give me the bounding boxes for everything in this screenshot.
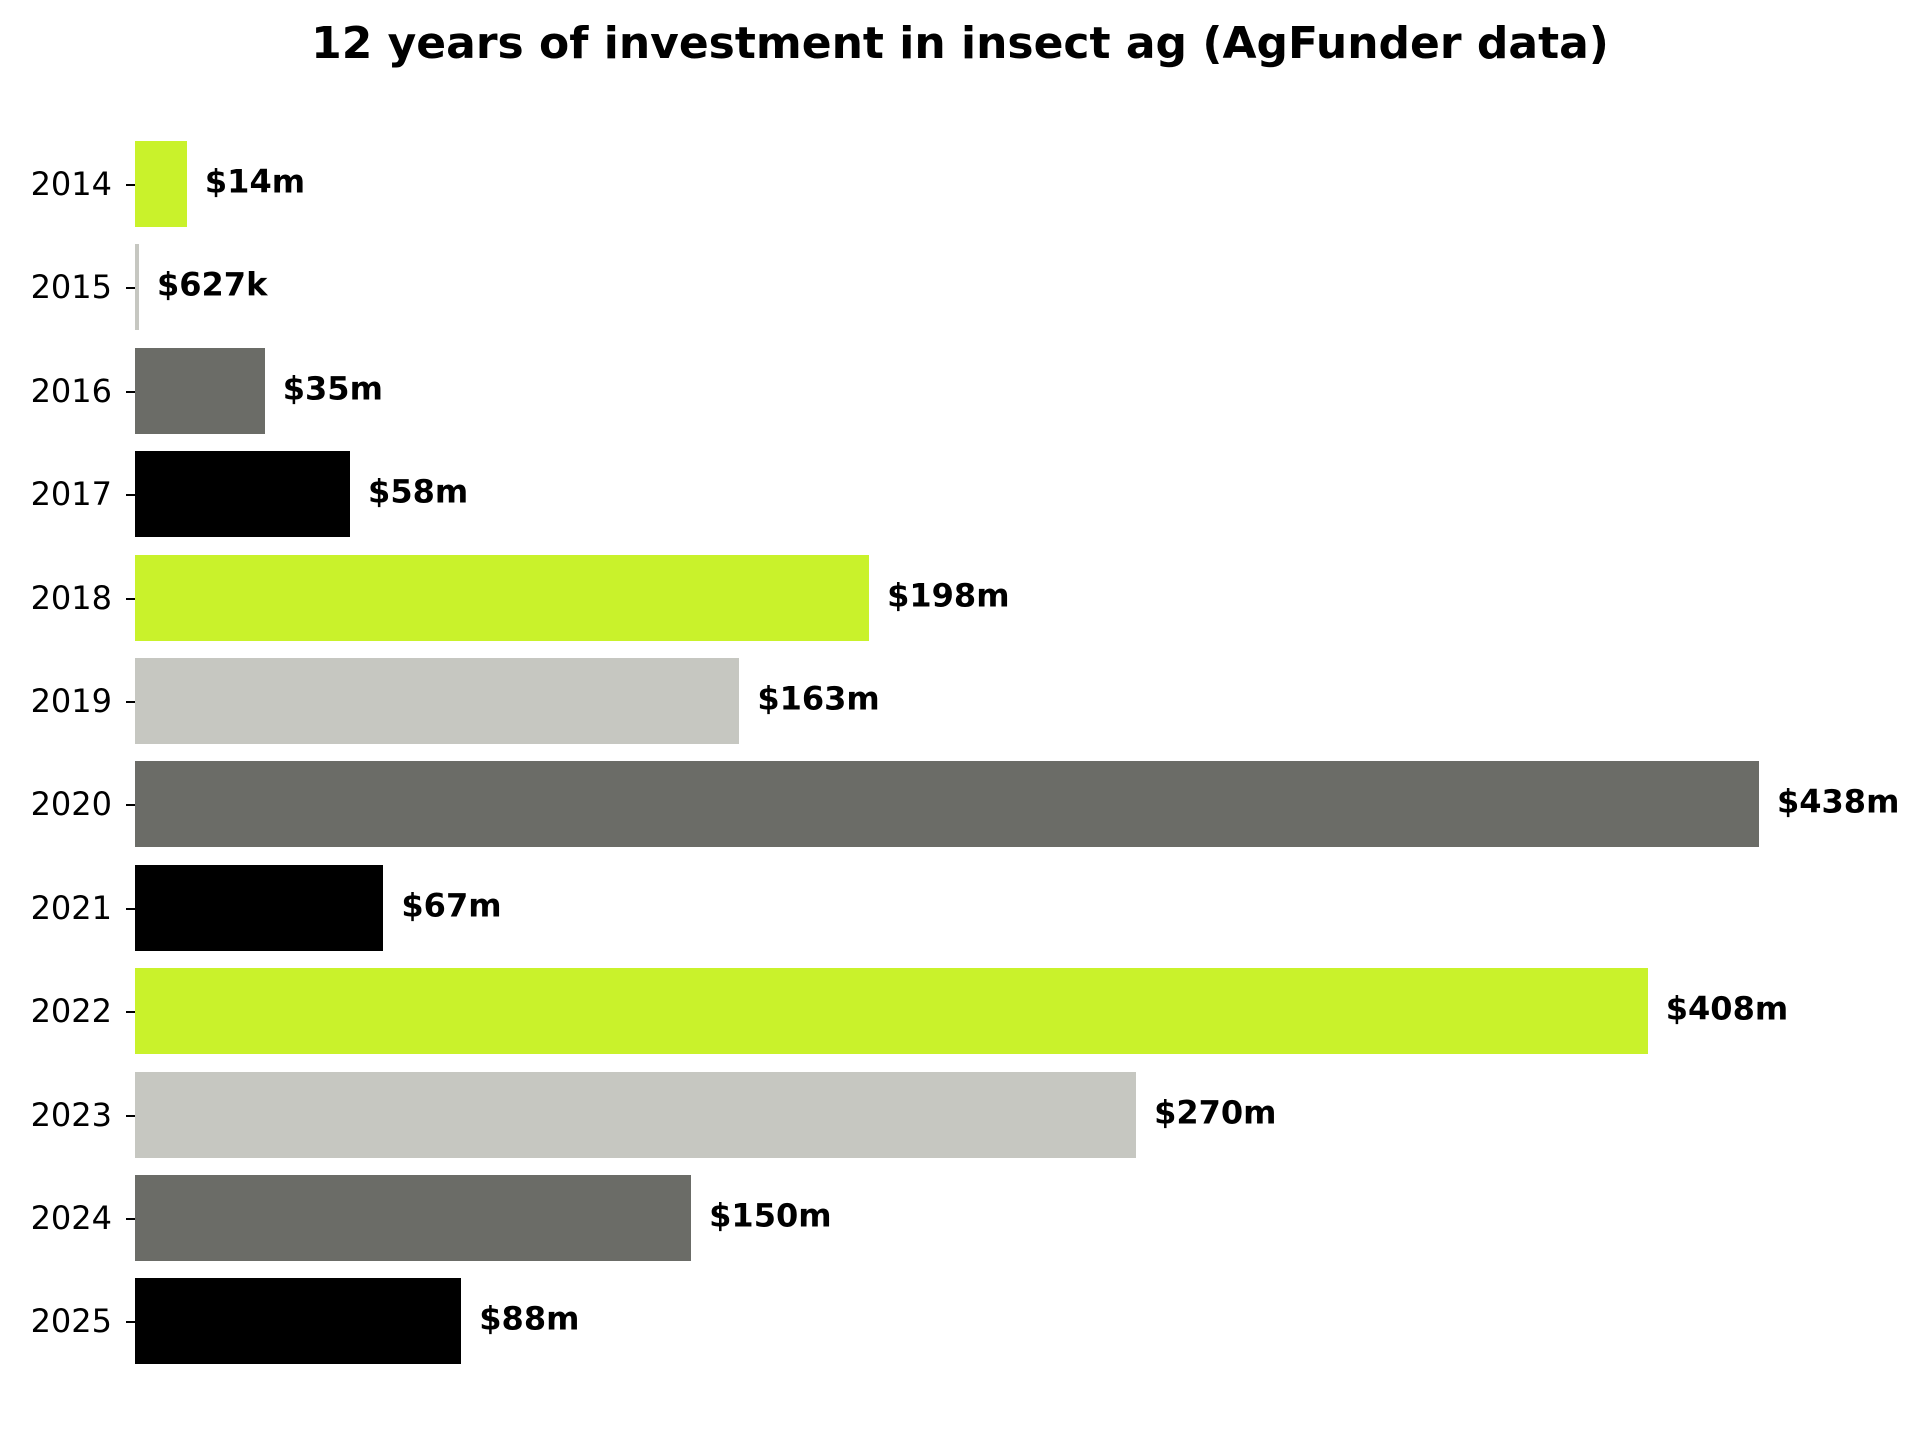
y-tick-label: 2024	[30, 1199, 112, 1237]
y-tick-label: 2025	[30, 1302, 112, 1341]
value-label: $88m	[479, 1300, 580, 1339]
value-label: $270m	[1154, 1093, 1277, 1132]
y-tick-mark	[126, 804, 135, 807]
bar-row: 2025 $88m	[0, 1278, 1920, 1365]
y-tick-label: 2017	[30, 475, 112, 514]
y-tick-mark	[126, 1114, 135, 1117]
value-label: $14m	[204, 162, 306, 201]
bar-row: 2023 $270m	[0, 1071, 1920, 1158]
y-tick-label: 2018	[30, 578, 112, 617]
value-label: $438m	[1777, 783, 1900, 822]
bar-2015	[135, 244, 139, 331]
value-label: $35m	[282, 369, 383, 408]
y-tick-label: 2021	[30, 888, 112, 927]
y-tick-mark	[126, 597, 135, 600]
chart-title: 12 years of investment in insect ag (AgF…	[311, 18, 1609, 69]
y-tick-mark	[126, 494, 135, 497]
bar-row: 2024 $150m	[0, 1175, 1920, 1261]
value-label: $58m	[368, 472, 469, 511]
y-tick-label: 2019	[30, 682, 112, 720]
bar-2021	[135, 864, 384, 951]
y-tick-mark	[126, 1321, 135, 1324]
bar-row: 2014 $14m	[0, 141, 1920, 227]
y-tick-mark	[126, 1011, 135, 1014]
y-tick-mark	[126, 287, 135, 290]
y-tick-mark	[126, 184, 135, 186]
bar-2023	[135, 1071, 1137, 1158]
bar-2020	[135, 761, 1759, 848]
y-tick-label: 2022	[30, 992, 112, 1031]
value-label: $67m	[401, 886, 502, 925]
y-tick-label: 2014	[30, 165, 112, 203]
y-tick-mark	[126, 1218, 135, 1220]
bar-row: 2019 $163m	[0, 658, 1920, 744]
value-label: $150m	[709, 1196, 832, 1235]
y-tick-label: 2020	[30, 785, 112, 824]
y-tick-label: 2015	[30, 268, 112, 307]
y-tick-mark	[126, 907, 135, 910]
bar-2025	[135, 1278, 462, 1365]
y-tick-label: 2023	[30, 1095, 112, 1134]
bar-2019	[135, 658, 740, 744]
value-label: $627k	[157, 266, 268, 305]
bar-row: 2021 $67m	[0, 864, 1920, 951]
bar-row: 2017 $58m	[0, 451, 1920, 538]
bar-row: 2015 $627k	[0, 244, 1920, 331]
bar-row: 2016 $35m	[0, 347, 1920, 434]
bar-2014	[135, 141, 187, 227]
bar-row: 2022 $408m	[0, 968, 1920, 1055]
bar-2016	[135, 347, 265, 434]
bar-2022	[135, 968, 1648, 1055]
y-tick-label: 2016	[30, 371, 112, 410]
bar-row: 2020 $438m	[0, 761, 1920, 848]
bar-2018	[135, 554, 870, 641]
bar-2024	[135, 1175, 692, 1261]
value-label: $198m	[887, 576, 1010, 615]
bar-2017	[135, 451, 351, 538]
value-label: $163m	[757, 679, 880, 718]
y-tick-mark	[126, 390, 135, 393]
value-label: $408m	[1665, 989, 1789, 1028]
y-tick-mark	[126, 701, 135, 703]
bar-row: 2018 $198m	[0, 554, 1920, 641]
